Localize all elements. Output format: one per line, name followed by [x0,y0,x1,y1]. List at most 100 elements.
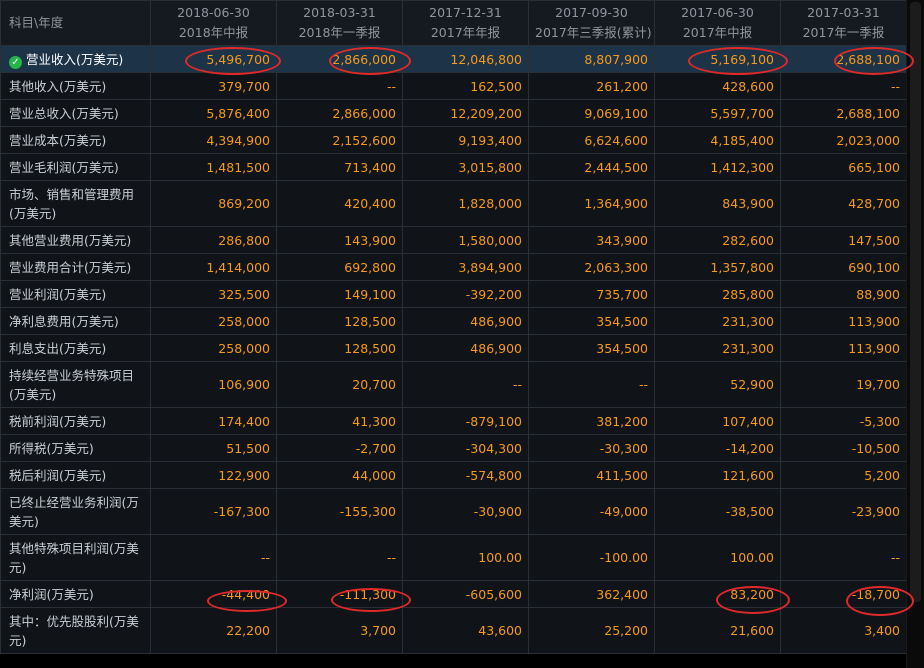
value-cell: 107,400 [654,407,781,435]
row-label[interactable]: 税前利润(万美元) [0,407,151,435]
value-cell: 25,200 [528,607,655,654]
table-row[interactable]: 其中：优先股股利(万美元) 22,200 3,700 43,600 25,200 21,6… [0,607,907,654]
header-period[interactable]: 2017-12-31 2017年年报 [402,0,529,46]
value-cell: 381,200 [528,407,655,435]
value-cell: 2,444,500 [528,153,655,181]
table-row[interactable]: 所得税(万美元) 51,500 -2,700 -304,300 -30,300 -14,2… [0,434,907,462]
table-row[interactable]: 已终止经营业务利润(万美元) -167,300 -155,300 -30,900 -49… [0,488,907,535]
value-cell: 261,200 [528,72,655,100]
value-cell: -- [780,72,907,100]
row-label-text: 税后利润(万美元) [9,467,107,483]
income-statement-table: 科目\年度 2018-06-30 2018年中报 2018-03-31 2018年一… [0,0,907,654]
table-row[interactable]: 营业利润(万美元) 325,500 149,100 -392,200 735,700 28… [0,280,907,308]
row-label[interactable]: 营业总收入(万美元) [0,99,151,127]
value-cell: -10,500 [780,434,907,462]
value-cell: 420,400 [276,180,403,227]
value-cell: 1,357,800 [654,253,781,281]
header-period[interactable]: 2017-03-31 2017年一季报 [780,0,907,46]
table-row[interactable]: 市场、销售和管理费用(万美元) 869,200 420,400 1,828,000 1,… [0,180,907,227]
row-label[interactable]: 其他收入(万美元) [0,72,151,100]
table-row[interactable]: ✓ 营业收入(万美元) 5,496,700 2,866,000 12,046,800 8,… [0,45,907,73]
row-label[interactable]: 所得税(万美元) [0,434,151,462]
row-label-text: 营业费用合计(万美元) [9,259,132,275]
value-cell: 3,894,900 [402,253,529,281]
row-label[interactable]: 税后利润(万美元) [0,461,151,489]
value-cell: 5,496,700 [150,45,277,73]
row-label-text: 已终止经营业务利润(万美元) [9,494,139,529]
row-label[interactable]: 已终止经营业务利润(万美元) [0,488,151,535]
row-label[interactable]: 营业毛利润(万美元) [0,153,151,181]
value-cell: -- [276,72,403,100]
table-row[interactable]: 净利润(万美元) -44,400 -111,300 -605,600 362,400 83… [0,580,907,608]
period-date: 2017-03-31 [807,5,880,20]
value-cell: -879,100 [402,407,529,435]
table-row[interactable]: 营业总收入(万美元) 5,876,400 2,866,000 12,209,200 9,… [0,99,907,127]
table-row[interactable]: 营业毛利润(万美元) 1,481,500 713,400 3,015,800 2,444… [0,153,907,181]
value-cell: 428,600 [654,72,781,100]
row-label-text: 营业利润(万美元) [9,286,107,302]
value-cell: -605,600 [402,580,529,608]
table-row[interactable]: 其他营业费用(万美元) 286,800 143,900 1,580,000 343,90… [0,226,907,254]
row-label[interactable]: 持续经营业务特殊项目(万美元) [0,361,151,408]
value-cell: 1,580,000 [402,226,529,254]
row-label[interactable]: 营业成本(万美元) [0,126,151,154]
value-cell: 843,900 [654,180,781,227]
value-cell: 286,800 [150,226,277,254]
table-row[interactable]: 持续经营业务特殊项目(万美元) 106,900 20,700 -- -- 52,900 19… [0,361,907,408]
row-label[interactable]: 利息支出(万美元) [0,334,151,362]
value-cell: 43,600 [402,607,529,654]
value-cell: 690,100 [780,253,907,281]
value-cell: 2,866,000 [276,45,403,73]
vertical-scrollbar[interactable] [906,0,924,668]
period-name: 2017年三季报(累计) [535,25,652,40]
table-row[interactable]: 其他特殊项目利润(万美元) -- -- 100.00 -100.00 100.00 -- [0,534,907,581]
table-row[interactable]: 其他收入(万美元) 379,700 -- 162,500 261,200 428,600-… [0,72,907,100]
value-cell: -392,200 [402,280,529,308]
value-cell: -30,300 [528,434,655,462]
header-period[interactable]: 2017-06-30 2017年中报 [654,0,781,46]
scrollbar-thumb[interactable] [910,2,921,602]
value-cell: 1,364,900 [528,180,655,227]
header-subject-year[interactable]: 科目\年度 [0,0,151,46]
value-cell: 3,700 [276,607,403,654]
value-cell: 1,414,000 [150,253,277,281]
row-label[interactable]: 其他特殊项目利润(万美元) [0,534,151,581]
value-cell: 8,807,900 [528,45,655,73]
row-label[interactable]: 净利润(万美元) [0,580,151,608]
table-row[interactable]: 税后利润(万美元) 122,900 44,000 -574,800 411,500 121… [0,461,907,489]
value-cell: -49,000 [528,488,655,535]
header-period[interactable]: 2018-06-30 2018年中报 [150,0,277,46]
value-cell: 5,169,100 [654,45,781,73]
value-cell: -5,300 [780,407,907,435]
row-label[interactable]: 其他营业费用(万美元) [0,226,151,254]
value-cell: 143,900 [276,226,403,254]
row-label[interactable]: 市场、销售和管理费用(万美元) [0,180,151,227]
value-cell: 162,500 [402,72,529,100]
header-period[interactable]: 2018-03-31 2018年一季报 [276,0,403,46]
table-row[interactable]: 净利息费用(万美元) 258,000 128,500 486,900 354,500 23… [0,307,907,335]
row-label[interactable]: 营业利润(万美元) [0,280,151,308]
table-row[interactable]: 利息支出(万美元) 258,000 128,500 486,900 354,500 231… [0,334,907,362]
value-cell: -23,900 [780,488,907,535]
row-label[interactable]: 净利息费用(万美元) [0,307,151,335]
value-cell: 2,152,600 [276,126,403,154]
table-row[interactable]: 营业费用合计(万美元) 1,414,000 692,800 3,894,900 2,06… [0,253,907,281]
row-label[interactable]: 营业费用合计(万美元) [0,253,151,281]
header-period[interactable]: 2017-09-30 2017年三季报(累计) [528,0,655,46]
value-cell: 128,500 [276,334,403,362]
table-row[interactable]: 营业成本(万美元) 4,394,900 2,152,600 9,193,400 6,62… [0,126,907,154]
table-row[interactable]: 税前利润(万美元) 174,400 41,300 -879,100 381,200 107… [0,407,907,435]
value-cell: 486,900 [402,334,529,362]
value-cell: -44,400 [150,580,277,608]
row-label[interactable]: 其中：优先股股利(万美元) [0,607,151,654]
value-cell: -- [150,534,277,581]
value-cell: 121,600 [654,461,781,489]
row-label-text: 其他收入(万美元) [9,78,107,94]
value-cell: 354,500 [528,307,655,335]
value-cell: 2,063,300 [528,253,655,281]
row-label[interactable]: ✓ 营业收入(万美元) [0,45,151,73]
value-cell: 88,900 [780,280,907,308]
period-name: 2017年年报 [430,25,501,40]
value-cell: 282,600 [654,226,781,254]
value-cell: -574,800 [402,461,529,489]
